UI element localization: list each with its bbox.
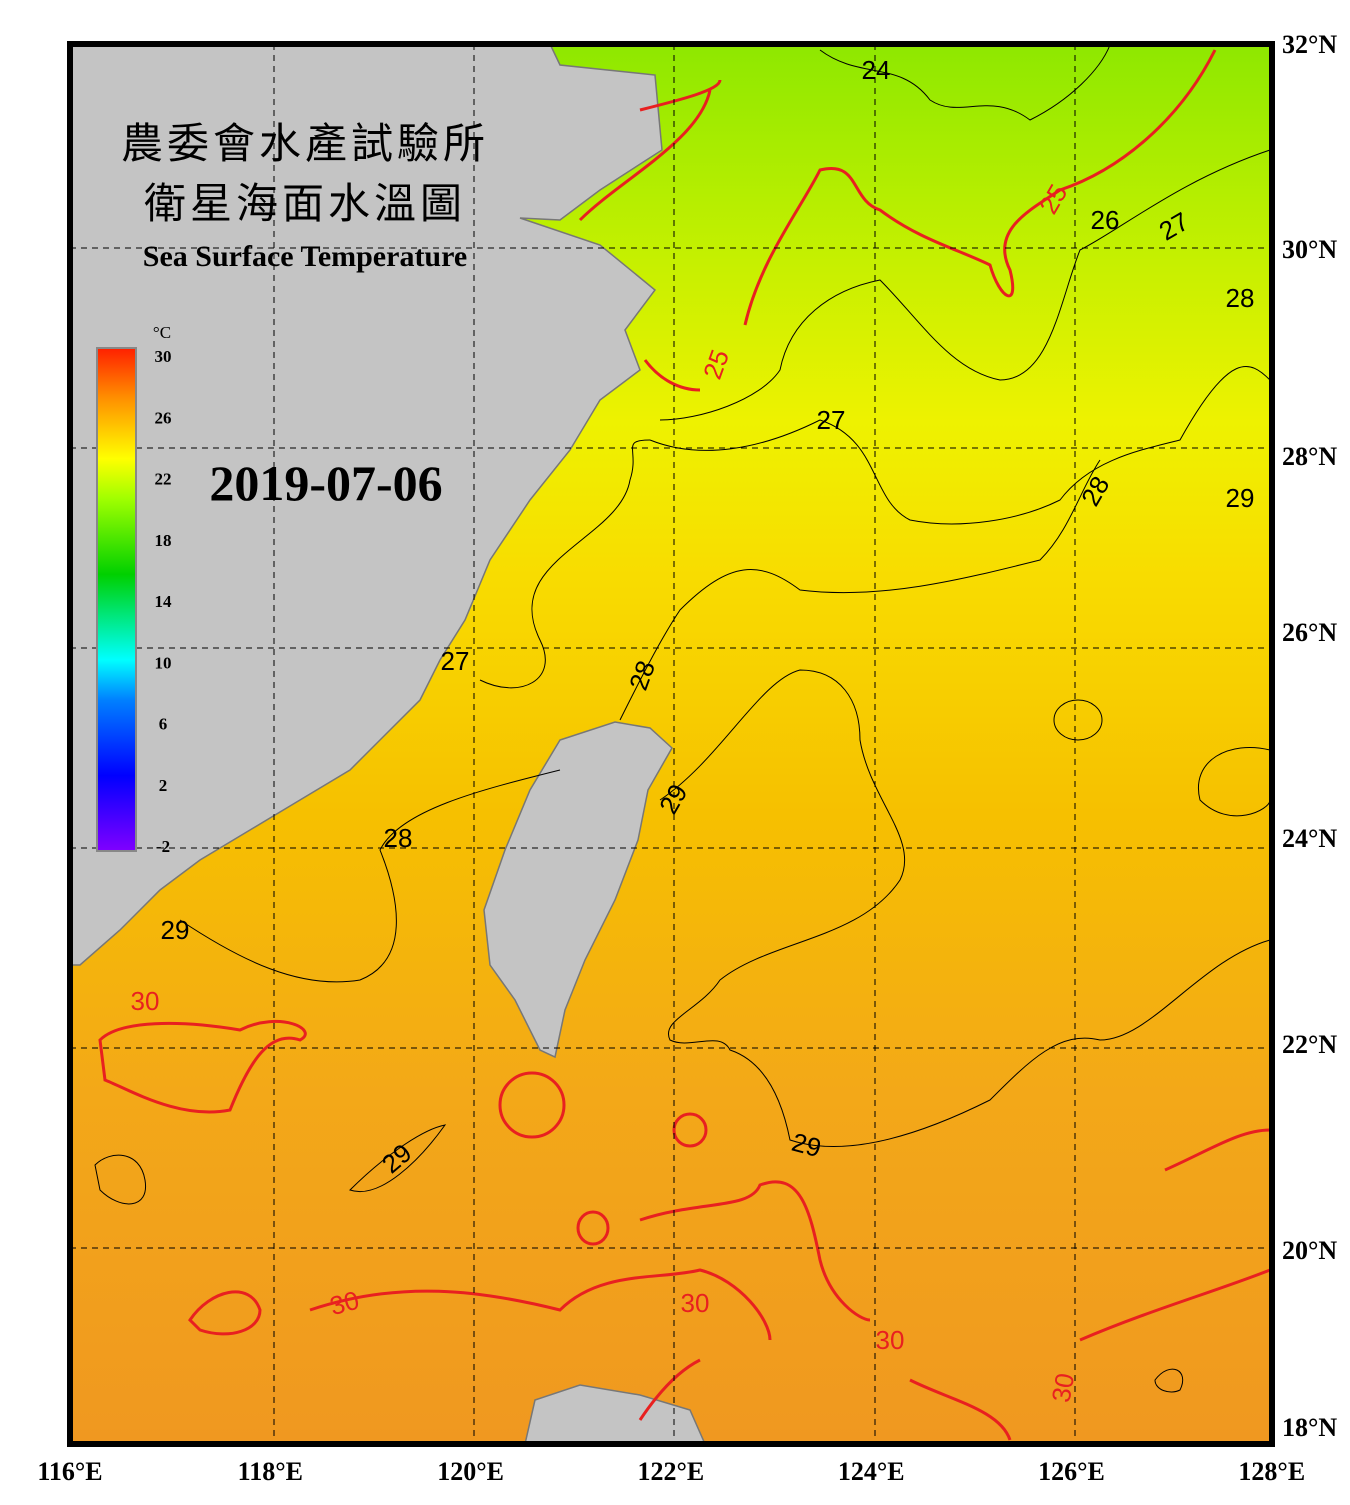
title-zh: 農委會水產試驗所 <box>121 121 489 168</box>
graticule <box>70 44 1272 1444</box>
lat-label: 30°N <box>1282 235 1337 264</box>
contour-label: 24 <box>862 55 891 85</box>
title-zh: 衛星海面水溫圖 <box>144 182 466 228</box>
contour-label: 30 <box>1046 1371 1081 1405</box>
contour-label: 28 <box>384 823 413 853</box>
contour-label: 30 <box>131 986 160 1016</box>
lon-label: 122°E <box>638 1457 705 1486</box>
lon-label: 128°E <box>1238 1457 1305 1486</box>
contour-label: 30 <box>876 1325 905 1355</box>
contour-label: 29 <box>1226 483 1255 513</box>
contour-label: 29 <box>161 915 190 945</box>
lat-label: 24°N <box>1282 824 1337 853</box>
lon-label: 116°E <box>37 1457 102 1486</box>
colorbar-tick-label: -2 <box>156 837 170 856</box>
colorbar <box>96 347 137 852</box>
title-en: Sea Surface Temperature <box>143 240 467 273</box>
lat-label: 18°N <box>1282 1413 1337 1442</box>
colorbar-tick-label: 30 <box>155 347 172 366</box>
lat-label: 22°N <box>1282 1030 1337 1059</box>
contour-label: 28 <box>1226 283 1255 313</box>
date: 2019-07-06 <box>209 455 442 511</box>
colorbar-tick-label: 14 <box>155 592 173 611</box>
colorbar-tick-label: 6 <box>159 715 168 734</box>
lat-label: 28°N <box>1282 442 1337 471</box>
contour-label: 27 <box>817 405 846 435</box>
map-frame <box>67 41 1275 1447</box>
lon-label: 124°E <box>838 1457 905 1486</box>
colorbar-tick-label: 22 <box>155 470 172 489</box>
colorbar-tick-label: 18 <box>155 531 172 550</box>
colorbar-tick-label: 10 <box>155 653 172 672</box>
lat-label: 20°N <box>1282 1236 1337 1265</box>
colorbar-unit: °C <box>153 323 171 342</box>
contour-label: 27 <box>441 646 470 676</box>
lat-label: 26°N <box>1282 618 1337 647</box>
lon-label: 126°E <box>1038 1457 1105 1486</box>
lon-label: 118°E <box>238 1457 303 1486</box>
land <box>69 43 707 1445</box>
contour-label: 30 <box>681 1288 710 1318</box>
isotherms <box>94 44 1271 1393</box>
colorbar-tick-label: 2 <box>159 776 168 795</box>
lat-label: 32°N <box>1282 30 1337 59</box>
contour-label: 26 <box>1091 205 1120 235</box>
isotherms-red <box>98 49 1271 1441</box>
colorbar-tick-label: 26 <box>155 408 172 427</box>
lon-label: 120°E <box>437 1457 504 1486</box>
